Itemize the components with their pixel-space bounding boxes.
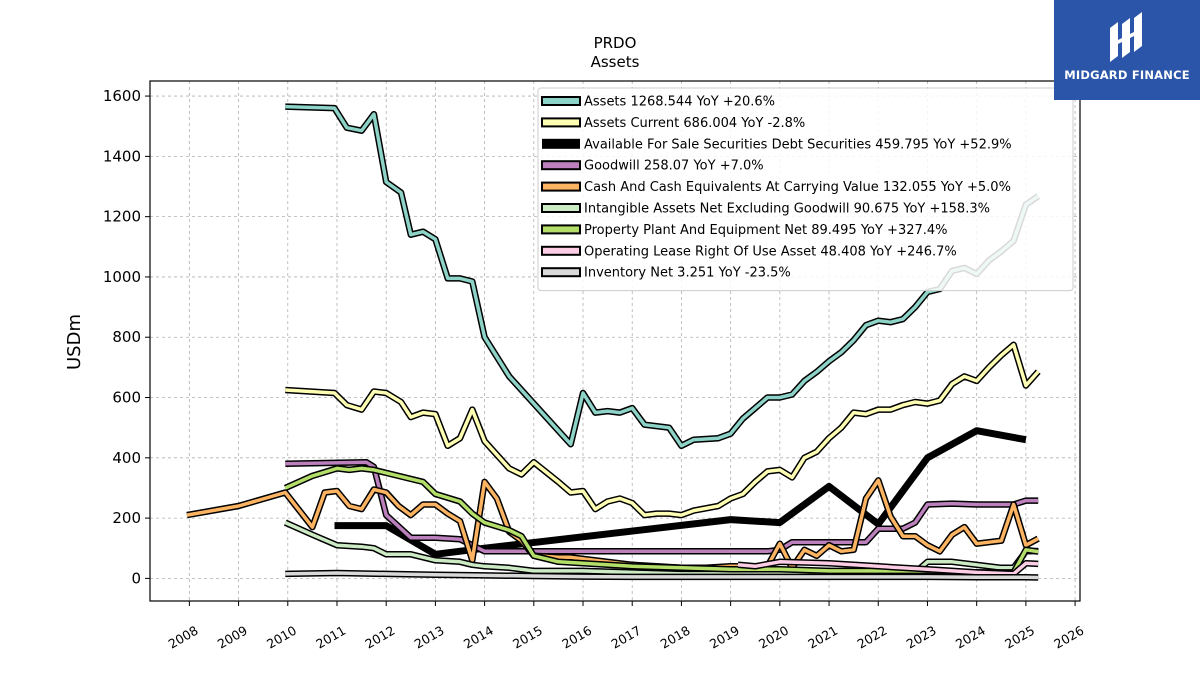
x-tick-label: 2026 [1051, 623, 1086, 652]
x-tick-label: 2013 [412, 623, 447, 652]
series-line [285, 104, 1040, 448]
y-tick-label: 600 [112, 389, 141, 407]
y-tick-label: 1600 [103, 87, 141, 105]
x-tick-label: 2016 [559, 623, 594, 652]
series-6 [283, 465, 1039, 576]
legend-entry: Property Plant And Equipment Net 89.495 … [541, 223, 948, 238]
x-tick-label: 2024 [953, 623, 988, 652]
series-7 [737, 558, 1039, 578]
legend-entry: Intangible Assets Net Excluding Goodwill… [541, 202, 990, 217]
legend-swatch [541, 96, 581, 106]
legend-swatch [542, 138, 580, 149]
x-tick-label: 2010 [264, 623, 299, 652]
chart-title: PRDO [594, 34, 637, 52]
y-tick-label: 1400 [103, 147, 141, 165]
brand-mark-icon [1110, 12, 1142, 62]
legend-label: Property Plant And Equipment Net 89.495 … [584, 223, 948, 238]
legend-entry: Assets 1268.544 YoY +20.6% [541, 95, 775, 110]
x-tick-label: 2017 [608, 623, 643, 652]
x-tick-label: 2025 [1002, 623, 1037, 652]
legend-swatch [541, 245, 581, 256]
y-tick-label: 800 [112, 328, 141, 346]
legend-swatch [541, 267, 581, 278]
y-axis-ticks: 0 200 400 600 800 1000 1200 1400 1600 [103, 87, 150, 587]
series-0 [285, 103, 1041, 450]
series-line [285, 343, 1040, 517]
series-2 [334, 427, 1027, 558]
x-tick-label: 2011 [313, 623, 348, 652]
plot-frame [149, 80, 1081, 602]
y-tick-label: 400 [112, 449, 141, 467]
legend-label: Operating Lease Right Of Use Asset 48.40… [584, 244, 957, 259]
legend-label: Inventory Net 3.251 YoY -23.5% [584, 266, 791, 281]
x-tick-label: 2014 [461, 623, 496, 652]
y-tick-label: 1200 [103, 208, 141, 226]
series-1 [285, 341, 1041, 519]
y-tick-label: 200 [112, 509, 141, 527]
series-3 [285, 459, 1039, 555]
legend-box [537, 87, 1074, 292]
y-tick-label: 1000 [103, 268, 141, 286]
legend: Assets 1268.544 YoY +20.6% Assets Current… [537, 87, 1074, 292]
series-8 [285, 569, 1039, 581]
legend-label: Goodwill 258.07 YoY +7.0% [584, 159, 764, 174]
series-line [284, 466, 1039, 575]
legend-swatch [541, 160, 581, 171]
x-tick-label: 2020 [756, 623, 791, 652]
x-axis-ticks: 2008 2009 2010 2011 2012 2013 2014 2015 2016 2017… [166, 601, 1086, 652]
legend-label: Cash And Cash Equivalents At Carrying Va… [584, 180, 1011, 195]
x-tick-label: 2023 [904, 623, 939, 652]
x-tick-label: 2018 [658, 623, 693, 652]
legend-label: Available For Sale Securities Debt Secur… [584, 137, 1012, 152]
x-tick-label: 2021 [805, 623, 840, 652]
legend-entry: Available For Sale Securities Debt Secur… [542, 137, 1012, 152]
legend-entry: Operating Lease Right Of Use Asset 48.40… [541, 244, 957, 259]
x-tick-label: 2019 [707, 623, 742, 652]
chart-subtitle: Assets [591, 53, 640, 71]
legend-label: Assets Current 686.004 YoY -2.8% [584, 116, 805, 131]
legend-swatch [541, 117, 581, 128]
legend-swatch [541, 181, 581, 192]
y-tick-label: 0 [131, 569, 141, 587]
brand-name: MIDGARD FINANCE [1064, 68, 1190, 82]
series-layer [186, 103, 1041, 581]
legend-entry: Goodwill 258.07 YoY +7.0% [541, 159, 764, 174]
brand-logo: MIDGARD FINANCE [1054, 0, 1200, 100]
x-tick-label: 2015 [510, 623, 545, 652]
legend-entry: Assets Current 686.004 YoY -2.8% [541, 116, 805, 131]
legend-entry: Cash And Cash Equivalents At Carrying Va… [541, 180, 1011, 195]
series-line [334, 427, 1027, 558]
series-line [285, 460, 1039, 554]
y-axis-label: USDm [64, 314, 85, 370]
x-tick-label: 2009 [215, 623, 250, 652]
series-line [284, 521, 1039, 576]
series-line [285, 571, 1039, 580]
series-line [737, 560, 1039, 576]
legend-swatch [541, 203, 581, 213]
legend-label: Intangible Assets Net Excluding Goodwill… [584, 202, 990, 217]
x-tick-label: 2012 [362, 623, 397, 652]
x-tick-label: 2022 [854, 623, 889, 652]
legend-label: Assets 1268.544 YoY +20.6% [584, 95, 775, 110]
series-5 [283, 519, 1039, 578]
legend-entry: Inventory Net 3.251 YoY -23.5% [541, 266, 791, 281]
legend-swatch [541, 224, 581, 235]
x-tick-label: 2008 [166, 623, 201, 652]
